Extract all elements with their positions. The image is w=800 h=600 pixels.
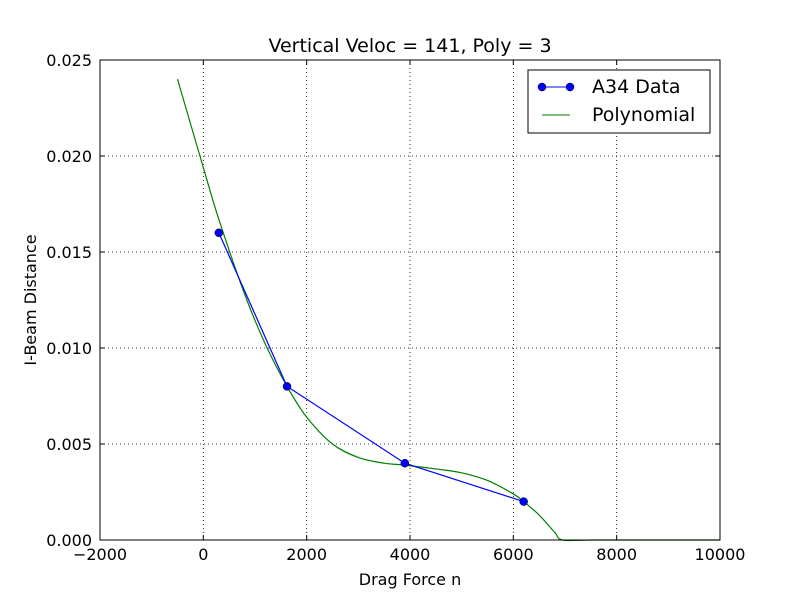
data-point-a34-data [214, 228, 224, 238]
data-point-a34-data [282, 382, 292, 391]
x-tick-label: 4000 [390, 545, 431, 564]
legend: A34 Data Polynomial [527, 69, 711, 134]
y-axis-label: I-Beam Distance [21, 234, 40, 365]
y-tick-label: 0.010 [46, 339, 92, 358]
x-tick-label: 8000 [596, 545, 637, 564]
series-line-a34-data [218, 232, 524, 503]
y-tick-label: 0.025 [46, 51, 92, 70]
grid-lines [100, 60, 720, 540]
y-tick-label: 0.020 [46, 147, 92, 166]
x-tick-label: 0 [198, 545, 208, 564]
x-tick-label: −2000 [73, 545, 127, 564]
y-tick-label: 0.015 [46, 243, 92, 262]
series-line-polynomial [176, 79, 720, 542]
x-axis-label: Drag Force n [359, 570, 461, 589]
y-tick-label: 0.005 [46, 435, 92, 454]
data-point-a34-data [519, 497, 528, 506]
ticks-layer: −2000 0 2000 4000 6000 8000 10000 0.000 0.005 0.0… [46, 51, 745, 564]
x-tick-label: 2000 [286, 545, 327, 564]
data-point-a34-data [400, 458, 410, 468]
legend-box [527, 69, 711, 134]
legend-label-a34-data: A34 Data [592, 76, 681, 98]
x-tick-label: 10000 [695, 545, 746, 564]
chart-title: Vertical Veloc = 141, Poly = 3 [268, 35, 551, 57]
legend-marker-a34-data [537, 82, 547, 92]
series-layer [176, 79, 720, 542]
y-tick-label: 0.000 [46, 531, 92, 550]
x-tick-label: 6000 [493, 545, 534, 564]
legend-label-polynomial: Polynomial [592, 104, 695, 126]
legend-marker-a34-data [565, 82, 575, 92]
